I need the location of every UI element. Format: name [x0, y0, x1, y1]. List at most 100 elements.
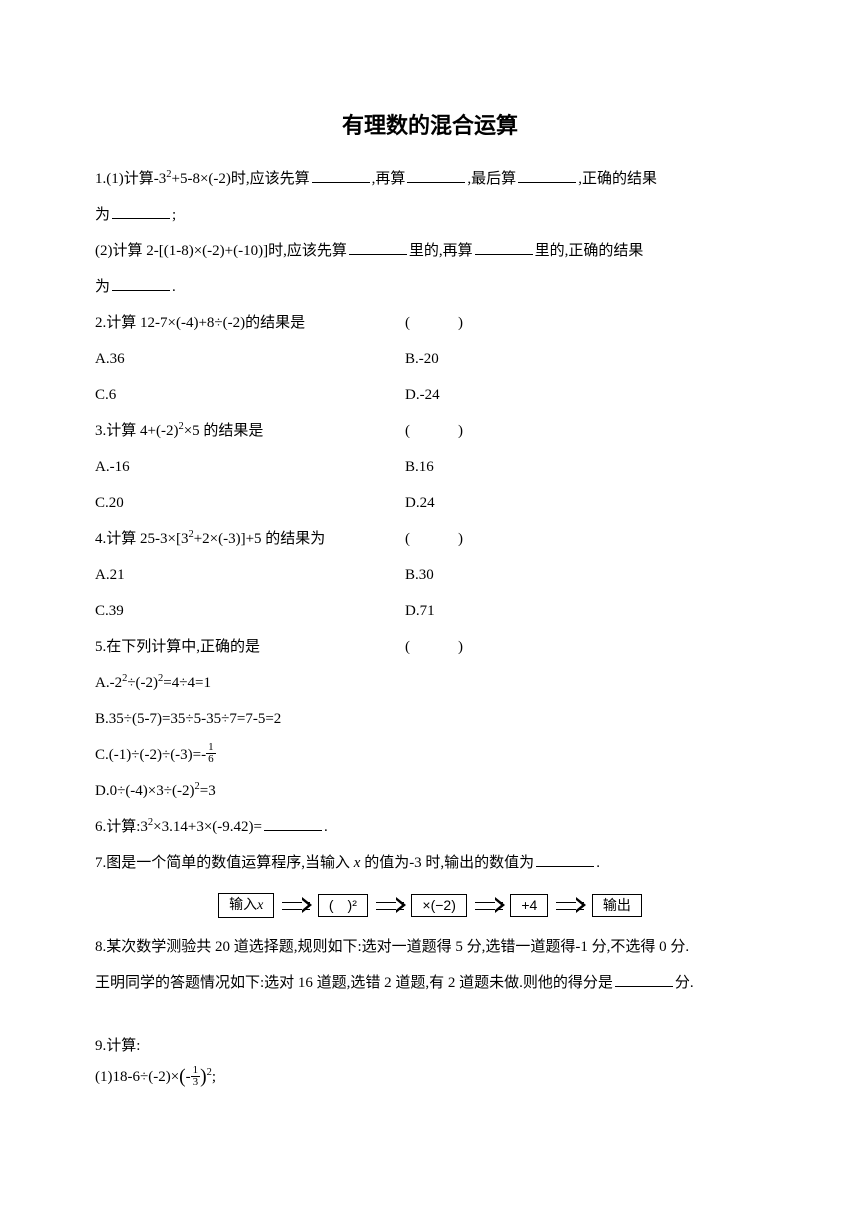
option-row: A.21 B.30 — [95, 557, 765, 593]
q4-text: 4.计算 25-3×[3 — [95, 531, 188, 547]
q1-text: ; — [172, 207, 176, 223]
choice-paren[interactable]: ( ) — [405, 413, 469, 449]
option-row: A.36 B.-20 — [95, 341, 765, 377]
text: C.(-1)÷(-2)÷(-3)=- — [95, 747, 206, 763]
denominator: 6 — [206, 754, 216, 766]
flow-output: 输出 — [592, 894, 642, 918]
q7-text: 7.图是一个简单的数值运算程序,当输入 — [95, 855, 354, 871]
option-b[interactable]: B.16 — [405, 449, 765, 485]
q1-text: 1.(1)计算-3 — [95, 171, 166, 187]
option-a[interactable]: A.-16 — [95, 449, 405, 485]
spacer — [95, 1001, 765, 1031]
text: 输入 — [229, 896, 257, 912]
page-title: 有理数的混合运算 — [95, 100, 765, 153]
option-a[interactable]: A.21 — [95, 557, 405, 593]
text: =3 — [200, 783, 216, 799]
flowchart: 输入x ( )² ×(−2) +4 输出 — [95, 887, 765, 923]
q1-text: +5-8×(-2)时,应该先算 — [172, 171, 310, 187]
question-4-stem: 4.计算 25-3×[32+2×(-3)]+5 的结果为 ( ) — [95, 521, 765, 557]
choice-paren[interactable]: ( ) — [405, 521, 469, 557]
question-1-part2: (2)计算 2-[(1-8)×(-2)+(-10)]时,应该先算 里的,再算 里的,… — [95, 233, 765, 269]
q1-text: 里的,再算 — [409, 243, 473, 259]
flow-mult: ×(−2) — [411, 894, 466, 918]
option-a[interactable]: A.36 — [95, 341, 405, 377]
option-c[interactable]: C.(-1)÷(-2)÷(-3)=-16 — [95, 737, 765, 773]
q2-text: 2.计算 12-7×(-4)+8÷(-2)的结果是 — [95, 305, 405, 341]
question-1-line: 为; — [95, 197, 765, 233]
option-row: C.6 D.-24 — [95, 377, 765, 413]
blank[interactable] — [615, 972, 673, 987]
option-d[interactable]: D.0÷(-4)×3÷(-2)2=3 — [95, 773, 765, 809]
q1-text: ,最后算 — [467, 171, 516, 187]
question-3-stem: 3.计算 4+(-2)2×5 的结果是 ( ) — [95, 413, 765, 449]
option-row: C.20 D.24 — [95, 485, 765, 521]
question-8-line1: 8.某次数学测验共 20 道选择题,规则如下:选对一道题得 5 分,选错一道题得… — [95, 929, 765, 965]
q9-text: (1)18-6÷(-2)× — [95, 1069, 179, 1085]
q6-text: . — [324, 819, 328, 835]
option-d[interactable]: D.71 — [405, 593, 765, 629]
q1-text: 为 — [95, 207, 110, 223]
q9-text: ; — [212, 1069, 216, 1085]
text: D.0÷(-4)×3÷(-2) — [95, 783, 194, 799]
option-c[interactable]: C.20 — [95, 485, 405, 521]
q1-text: 里的,正确的结果 — [535, 243, 644, 259]
option-c[interactable]: C.6 — [95, 377, 405, 413]
arrow-icon — [282, 899, 310, 911]
denominator: 3 — [191, 1077, 201, 1089]
option-b[interactable]: B.-20 — [405, 341, 765, 377]
q7-text: . — [596, 855, 600, 871]
text: ÷(-2) — [127, 675, 158, 691]
question-1-part2-line: 为. — [95, 269, 765, 305]
option-a[interactable]: A.-22÷(-2)2=4÷4=1 — [95, 665, 765, 701]
q4-text: +2×(-3)]+5 的结果为 — [194, 531, 326, 547]
question-9-part1: (1)18-6÷(-2)×(-13)2; — [95, 1062, 765, 1094]
arrow-icon — [556, 899, 584, 911]
q8-text: 王明同学的答题情况如下:选对 16 道题,选错 2 道题,有 2 道题未做.则他… — [95, 975, 613, 991]
q8-text: 分. — [675, 975, 694, 991]
question-8-line2: 王明同学的答题情况如下:选对 16 道题,选错 2 道题,有 2 道题未做.则他… — [95, 965, 765, 1001]
q3-text: 3.计算 4+(-2) — [95, 423, 178, 439]
question-6: 6.计算:32×3.14+3×(-9.42)=. — [95, 809, 765, 845]
q1-text: (2)计算 2-[(1-8)×(-2)+(-10)]时,应该先算 — [95, 243, 347, 259]
blank[interactable] — [407, 168, 465, 183]
choice-paren[interactable]: ( ) — [405, 305, 469, 341]
q7-text: 的值为-3 时,输出的数值为 — [360, 855, 534, 871]
text: A.-2 — [95, 675, 122, 691]
option-b[interactable]: B.35÷(5-7)=35÷5-35÷7=7-5=2 — [95, 701, 765, 737]
text: =4÷4=1 — [163, 675, 211, 691]
option-d[interactable]: D.24 — [405, 485, 765, 521]
option-b[interactable]: B.30 — [405, 557, 765, 593]
blank[interactable] — [112, 204, 170, 219]
blank[interactable] — [518, 168, 576, 183]
q1-text: . — [172, 279, 176, 295]
blank[interactable] — [112, 276, 170, 291]
flow-square: ( )² — [318, 894, 368, 918]
choice-paren[interactable]: ( ) — [405, 629, 469, 665]
blank[interactable] — [475, 240, 533, 255]
flow-add: +4 — [510, 894, 548, 918]
question-2-stem: 2.计算 12-7×(-4)+8÷(-2)的结果是 ( ) — [95, 305, 765, 341]
blank[interactable] — [536, 852, 594, 867]
blank[interactable] — [349, 240, 407, 255]
q3-text: ×5 的结果是 — [184, 423, 264, 439]
q6-text: ×3.14+3×(-9.42)= — [153, 819, 262, 835]
arrow-icon — [376, 899, 404, 911]
variable-x: x — [257, 898, 263, 913]
option-c[interactable]: C.39 — [95, 593, 405, 629]
blank[interactable] — [264, 816, 322, 831]
q5-text: 5.在下列计算中,正确的是 — [95, 629, 405, 665]
flow-input: 输入x — [218, 893, 274, 918]
blank[interactable] — [312, 168, 370, 183]
paren-open: ( — [179, 1067, 186, 1088]
arrow-icon — [475, 899, 503, 911]
option-d[interactable]: D.-24 — [405, 377, 765, 413]
option-row: A.-16 B.16 — [95, 449, 765, 485]
fraction: 13 — [191, 1065, 201, 1089]
question-5-stem: 5.在下列计算中,正确的是 ( ) — [95, 629, 765, 665]
option-row: C.39 D.71 — [95, 593, 765, 629]
q1-text: 为 — [95, 279, 110, 295]
question-9-stem: 9.计算: — [95, 1031, 765, 1063]
question-1: 1.(1)计算-32+5-8×(-2)时,应该先算,再算,最后算,正确的结果 — [95, 161, 765, 197]
q1-text: ,再算 — [372, 171, 406, 187]
q1-text: ,正确的结果 — [578, 171, 657, 187]
